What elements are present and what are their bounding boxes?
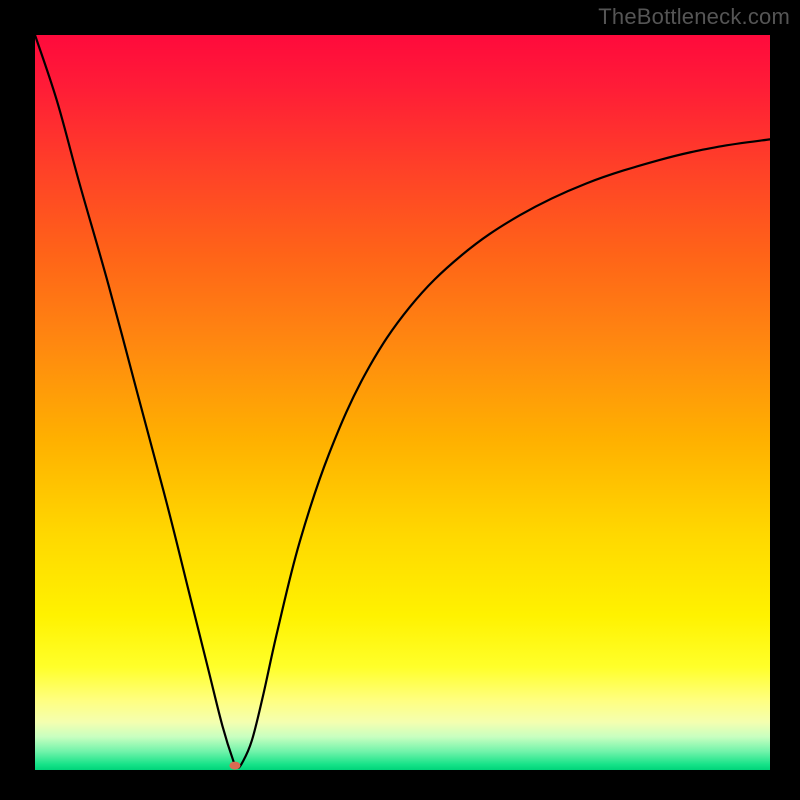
gradient-background [35,35,770,770]
chart-stage: TheBottleneck.com [0,0,800,800]
optimal-point-marker [229,762,240,770]
chart-svg [0,0,800,800]
